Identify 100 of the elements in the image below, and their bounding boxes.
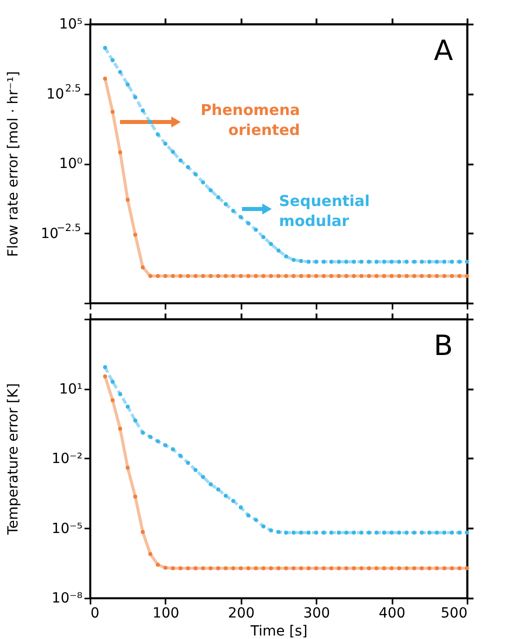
point bbox=[314, 566, 318, 570]
point bbox=[246, 221, 250, 226]
point bbox=[110, 380, 115, 384]
point bbox=[397, 530, 402, 535]
point bbox=[156, 132, 160, 136]
point bbox=[110, 398, 115, 402]
point bbox=[126, 404, 130, 409]
point bbox=[170, 447, 175, 452]
point bbox=[352, 274, 356, 278]
point bbox=[163, 142, 168, 146]
x-tick-label: 300 bbox=[303, 606, 330, 622]
point bbox=[208, 566, 213, 570]
point bbox=[366, 566, 371, 570]
point bbox=[238, 274, 243, 278]
y-tick-label: 10⁵ bbox=[59, 16, 82, 32]
point bbox=[299, 530, 304, 535]
point bbox=[118, 392, 122, 396]
point bbox=[412, 274, 416, 278]
point bbox=[268, 566, 273, 570]
point bbox=[208, 482, 213, 486]
point bbox=[412, 530, 416, 535]
point bbox=[457, 566, 462, 570]
point bbox=[261, 566, 266, 570]
point bbox=[276, 566, 280, 570]
point bbox=[412, 260, 416, 264]
point bbox=[186, 274, 190, 278]
point bbox=[284, 274, 288, 278]
point bbox=[194, 172, 198, 176]
point bbox=[140, 430, 145, 435]
point bbox=[434, 566, 439, 570]
point bbox=[216, 274, 220, 278]
point bbox=[352, 566, 356, 570]
point bbox=[254, 518, 258, 522]
point bbox=[178, 454, 182, 458]
point bbox=[450, 530, 454, 535]
point bbox=[261, 235, 266, 240]
y-tick-label: 10⁻² bbox=[52, 451, 82, 467]
point bbox=[178, 566, 182, 570]
point bbox=[359, 274, 364, 278]
point bbox=[382, 566, 386, 570]
point bbox=[216, 566, 220, 570]
point bbox=[292, 274, 296, 278]
point bbox=[465, 566, 469, 570]
point bbox=[314, 260, 318, 264]
point bbox=[201, 180, 206, 184]
point bbox=[148, 552, 152, 556]
point bbox=[170, 150, 175, 154]
point bbox=[322, 260, 326, 264]
point bbox=[118, 70, 122, 74]
point bbox=[390, 274, 394, 278]
point bbox=[284, 254, 288, 258]
x-axis-title: Time [s] bbox=[250, 624, 308, 639]
point bbox=[276, 274, 280, 278]
point bbox=[268, 528, 273, 532]
point bbox=[148, 434, 152, 439]
y-tick-label: 10⁰ bbox=[59, 156, 83, 172]
point bbox=[292, 530, 296, 535]
point bbox=[140, 265, 145, 270]
point bbox=[208, 188, 213, 192]
point bbox=[224, 494, 228, 498]
point bbox=[450, 260, 454, 264]
point bbox=[163, 443, 168, 448]
point bbox=[442, 274, 446, 278]
point bbox=[224, 202, 228, 206]
point bbox=[170, 566, 175, 570]
point bbox=[336, 530, 341, 535]
point bbox=[284, 566, 288, 570]
point bbox=[103, 374, 108, 378]
point bbox=[427, 274, 432, 278]
point bbox=[246, 274, 250, 278]
legend-label: Phenomena oriented bbox=[200, 101, 300, 139]
point bbox=[344, 530, 348, 535]
point bbox=[268, 242, 273, 246]
point bbox=[336, 260, 341, 264]
point bbox=[322, 530, 326, 535]
point bbox=[254, 228, 258, 232]
point bbox=[306, 260, 311, 264]
point bbox=[186, 566, 190, 570]
point bbox=[254, 566, 258, 570]
point bbox=[465, 274, 469, 278]
point bbox=[231, 274, 236, 278]
point bbox=[336, 274, 341, 278]
point bbox=[359, 566, 364, 570]
point bbox=[442, 260, 446, 264]
point bbox=[261, 274, 266, 278]
point bbox=[457, 274, 462, 278]
point bbox=[140, 108, 145, 113]
point bbox=[427, 566, 432, 570]
point bbox=[404, 530, 409, 535]
point bbox=[329, 566, 334, 570]
point bbox=[148, 274, 152, 278]
point bbox=[238, 215, 243, 220]
point bbox=[186, 460, 190, 465]
point bbox=[382, 274, 386, 278]
point bbox=[397, 566, 402, 570]
point bbox=[224, 566, 228, 570]
point bbox=[178, 158, 182, 162]
point bbox=[133, 95, 138, 100]
point bbox=[352, 530, 356, 535]
point bbox=[156, 274, 160, 278]
